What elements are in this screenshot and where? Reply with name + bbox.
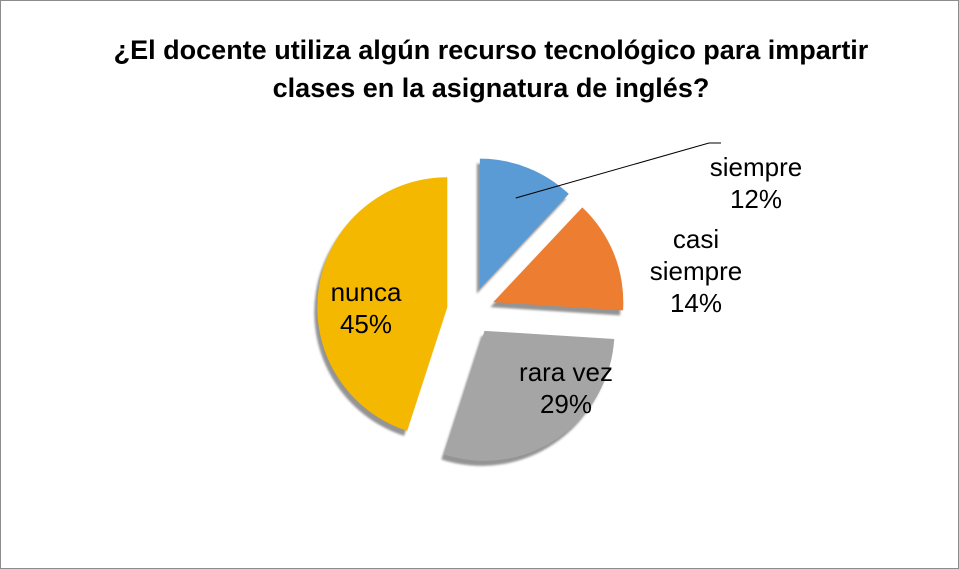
data-label: siempre 12% xyxy=(691,151,821,215)
data-label: nunca 45% xyxy=(291,276,441,340)
chart-title: ¿El docente utiliza algún recurso tecnol… xyxy=(113,35,869,103)
leader-line xyxy=(515,142,721,199)
value-label: 29% xyxy=(539,389,593,419)
category-label: rara vez xyxy=(519,357,613,387)
category-label: casi siempre xyxy=(649,224,743,286)
data-label: casi siempre 14% xyxy=(631,223,761,319)
pie-slice xyxy=(317,177,448,431)
pie-slice xyxy=(479,158,569,289)
value-label: 45% xyxy=(339,309,393,339)
pie-slice xyxy=(493,207,624,311)
pie-slice xyxy=(444,330,615,461)
data-label: rara vez 29% xyxy=(491,356,641,420)
value-label: 12% xyxy=(729,184,783,214)
value-label: 14% xyxy=(669,288,723,318)
category-label: nunca xyxy=(330,277,402,307)
category-label: siempre xyxy=(709,152,803,182)
